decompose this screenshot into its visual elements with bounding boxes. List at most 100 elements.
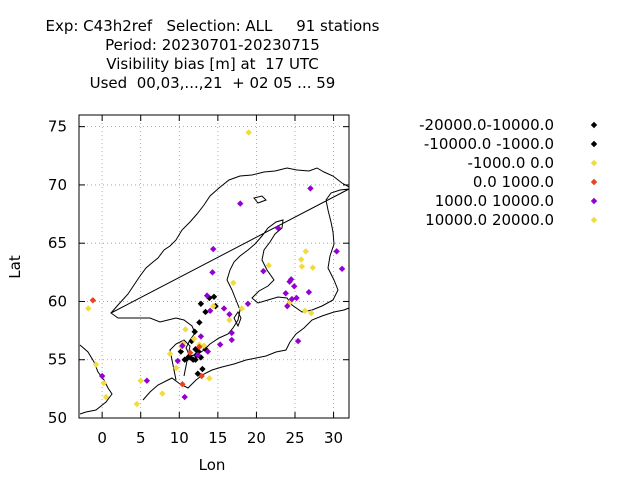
data-point-series-4	[179, 342, 186, 349]
x-tick-label: 15	[208, 429, 227, 447]
data-point-series-1	[202, 308, 209, 316]
data-point-series-3	[89, 297, 97, 304]
data-point-series-3	[186, 349, 194, 356]
data-point-series-2	[230, 279, 237, 287]
y-tick-label: 75	[48, 118, 67, 136]
data-point-series-1	[177, 348, 185, 355]
data-point-series-2	[301, 307, 309, 314]
legend-marker	[590, 216, 598, 224]
grid	[79, 115, 349, 419]
legend-label: -10000.0 -1000.0	[424, 135, 554, 153]
data-point-series-2	[298, 263, 306, 270]
x-tick-label: 20	[247, 429, 266, 447]
legend-marker	[590, 178, 598, 186]
data-point-series-3	[196, 343, 203, 351]
coastline-island	[253, 195, 267, 204]
data-point-series-4	[210, 245, 217, 253]
data-point-series-2	[206, 375, 213, 382]
data-point-series-4	[293, 294, 300, 302]
data-point-series-2	[265, 262, 272, 269]
data-point-series-2	[200, 342, 208, 349]
axis-ticks: 0 5 10 15 20 25 30 50 55 60 65 70 75	[48, 115, 349, 447]
data-point-series-1	[199, 365, 206, 373]
data-point-series-4	[203, 292, 211, 299]
data-point-series-4	[307, 185, 314, 192]
data-point-series-4	[194, 351, 201, 359]
data-point-series-2	[166, 350, 174, 358]
data-point-series-1	[192, 346, 199, 353]
coastline-scandinavia	[110, 167, 350, 357]
data-point-series-1	[210, 293, 218, 300]
data-point-series-2	[309, 264, 316, 271]
plot-border	[78, 114, 350, 419]
data-point-series-4	[98, 372, 106, 380]
coastline-gotland	[233, 311, 242, 328]
data-point-series-2	[245, 129, 252, 136]
legend-marker	[590, 197, 598, 205]
data-point-series-1	[191, 328, 198, 335]
title-line-4: Used 00,03,...,21 + 02 05 ... 59	[89, 74, 336, 92]
data-point-series-3	[198, 372, 205, 380]
data-point-series-2	[182, 326, 189, 333]
data-point-series-2	[173, 364, 180, 372]
data-point-series-1	[206, 294, 213, 302]
x-tick-label: 0	[97, 429, 107, 447]
legend-label: -20000.0-10000.0	[419, 116, 554, 134]
data-point-series-4	[333, 248, 340, 255]
data-point-series-2	[92, 361, 100, 368]
y-tick-label: 70	[48, 176, 67, 194]
data-point-series-4	[206, 307, 214, 314]
data-point-series-2	[297, 256, 305, 263]
data-point-series-2	[137, 377, 144, 384]
y-tick-label: 50	[48, 409, 67, 427]
legend-label: 0.0 1000.0	[473, 173, 554, 191]
data-point-series-4	[216, 341, 224, 348]
data-point-series-4	[143, 377, 151, 384]
data-point-series-1	[181, 356, 188, 363]
y-axis-label: Lat	[6, 255, 24, 279]
legend-label: 10000.0 20000.0	[425, 211, 554, 229]
data-point-series-4	[197, 333, 205, 340]
data-point-series-2	[190, 335, 198, 342]
data-point-series-4	[294, 337, 302, 345]
x-axis-label: Lon	[199, 456, 226, 474]
data-point-series-4	[288, 295, 296, 303]
data-point-series-2	[302, 248, 309, 255]
data-point-series-3	[179, 381, 186, 388]
legend-marker	[590, 159, 598, 167]
data-point-series-4	[244, 300, 252, 307]
title-line-3: Visibility bias [m] at 17 UTC	[106, 55, 319, 73]
data-point-series-4	[260, 267, 267, 275]
data-point-series-4	[228, 336, 235, 344]
data-point-series-4	[284, 302, 291, 310]
data-point-series-4	[287, 276, 295, 283]
data-points	[85, 129, 346, 408]
data-point-series-4	[220, 305, 228, 312]
data-point-series-4	[338, 265, 346, 273]
data-point-series-2	[226, 316, 233, 324]
data-point-series-1	[186, 354, 194, 361]
y-tick-label: 65	[48, 234, 67, 252]
data-point-series-4	[209, 269, 216, 276]
data-point-series-4	[282, 290, 289, 297]
data-point-series-1	[188, 337, 195, 345]
data-point-series-4	[228, 329, 235, 337]
data-point-series-2	[133, 400, 141, 408]
data-point-series-2	[100, 379, 107, 387]
data-point-series-4	[204, 348, 212, 355]
title-line-1: Exp: C43h2ref Selection: ALL 91 stations	[45, 17, 380, 35]
legend-label: -1000.0 0.0	[467, 154, 554, 172]
x-tick-label: 25	[285, 429, 304, 447]
coastline-britain	[79, 344, 113, 415]
legend-label: 1000.0 10000.0	[435, 192, 554, 210]
data-point-series-4	[181, 393, 188, 401]
data-point-series-2	[102, 393, 110, 401]
data-point-series-2	[238, 305, 245, 312]
data-point-series-4	[226, 311, 233, 318]
data-point-series-2	[85, 305, 92, 312]
x-tick-label: 30	[324, 429, 343, 447]
title-line-2: Period: 20230701-20230715	[105, 36, 320, 54]
data-point-series-1	[197, 300, 205, 307]
data-point-series-4	[305, 288, 313, 296]
